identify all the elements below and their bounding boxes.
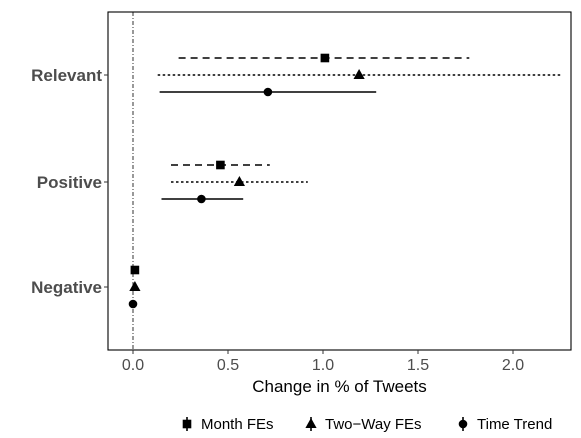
legend-label-month-fes: Month FEs bbox=[201, 416, 274, 433]
legend-item-two-way-fes: Two−Way FEs bbox=[305, 416, 422, 433]
x-tick-label-3: 1.5 bbox=[407, 357, 429, 374]
series-time-trend bbox=[128, 87, 377, 309]
point-month-fes-negative bbox=[130, 265, 140, 275]
series-two-way-fes bbox=[129, 69, 561, 291]
category-label-relevant: Relevant bbox=[31, 66, 102, 85]
point-month-fes-positive bbox=[216, 160, 225, 170]
point-two-way-fes-positive bbox=[233, 176, 245, 186]
series-month-fes bbox=[130, 53, 470, 275]
point-month-fes-relevant bbox=[320, 53, 330, 63]
series-layer bbox=[128, 53, 561, 309]
legend-label-time-trend: Time Trend bbox=[477, 416, 552, 433]
category-axis: Relevant Positive Negative bbox=[31, 66, 108, 297]
category-label-negative: Negative bbox=[31, 278, 102, 297]
point-time-trend-negative bbox=[128, 299, 138, 309]
x-tick-label-2: 1.0 bbox=[312, 357, 334, 374]
legend-item-time-trend: Time Trend bbox=[458, 416, 552, 433]
point-time-trend-positive bbox=[197, 194, 206, 204]
category-label-positive: Positive bbox=[37, 173, 102, 192]
x-axis: 0.0 0.5 1.0 1.5 2.0 bbox=[122, 350, 524, 374]
point-time-trend-relevant bbox=[263, 87, 273, 97]
x-tick-label-0: 0.0 bbox=[122, 357, 144, 374]
x-tick-label-1: 0.5 bbox=[217, 357, 239, 374]
panel-frame bbox=[107, 11, 572, 351]
x-tick-label-4: 2.0 bbox=[502, 357, 524, 374]
legend-label-two-way-fes: Two−Way FEs bbox=[325, 416, 422, 433]
legend: Month FEs Two−Way FEs Time Trend bbox=[182, 416, 552, 433]
point-two-way-fes-negative bbox=[129, 281, 141, 291]
point-two-way-fes-relevant bbox=[353, 69, 365, 79]
x-axis-title: Change in % of Tweets bbox=[252, 377, 427, 396]
legend-item-month-fes: Month FEs bbox=[182, 416, 274, 433]
